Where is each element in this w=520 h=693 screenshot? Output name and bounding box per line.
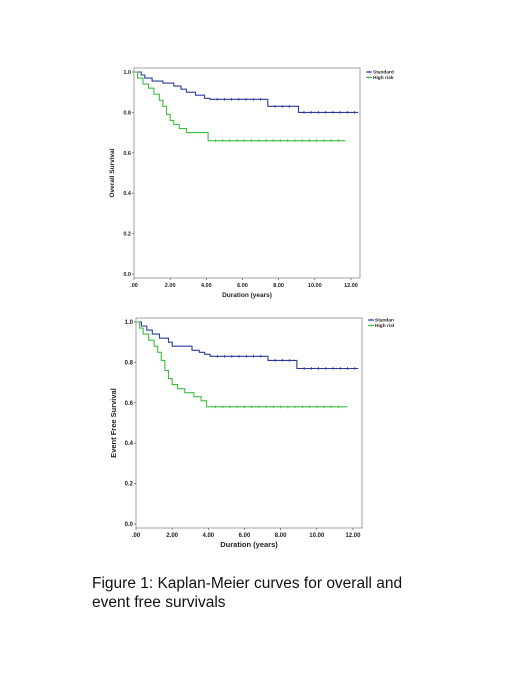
overall-survival-chart: 0.0 0.2 0.4 0.6 0.8 1.0 .00 2.00 4.00 6.00 8.00 10.… [109, 67, 394, 299]
caption-line-2: event free survivals [92, 594, 226, 611]
y-tick-label: 0.4 [125, 441, 134, 447]
y-tick-label: 0.2 [123, 232, 131, 238]
x-tick-label: 10.00 [308, 283, 322, 289]
y-tick-label: 0.2 [125, 482, 134, 488]
figure-caption: Figure 1: Kaplan-Meier curves for overal… [92, 574, 452, 612]
y-tick-label: 1.0 [125, 320, 134, 326]
y-tick-label: 0.8 [125, 360, 134, 366]
x-tick-label: 12.00 [344, 283, 358, 289]
y-tick-label: 0.4 [123, 191, 132, 197]
x-tick-label: 8.00 [275, 533, 287, 539]
x-tick-label: 6.00 [239, 533, 251, 539]
series-line-standard-risk [136, 321, 359, 370]
x-tick-label: 6.00 [237, 283, 248, 289]
series-line-high-risk [136, 321, 348, 408]
y-axis-label: Event Free Survival [109, 388, 118, 458]
x-axis-label: Duration (years) [220, 540, 278, 549]
legend-label: Standard risk [375, 318, 394, 324]
x-tick-label: 4.00 [202, 533, 214, 539]
legend-label: High risk [373, 75, 394, 81]
y-tick-label: 0.6 [123, 151, 131, 157]
caption-line-1: Figure 1: Kaplan-Meier curves for overal… [92, 575, 403, 592]
y-axis-label: Overall Survival [109, 148, 116, 197]
y-tick-label: 0.0 [123, 272, 131, 278]
x-tick-label: 8.00 [273, 283, 284, 289]
y-tick-label: 0.6 [125, 401, 134, 407]
legend-label: High risk [375, 323, 394, 329]
x-axis-label: Duration (years) [222, 292, 272, 299]
plot-frame [133, 67, 361, 279]
x-tick-label: 10.00 [309, 533, 325, 539]
y-tick-label: 0.8 [123, 110, 131, 116]
series-line-standard-risk [134, 71, 359, 113]
x-tick-label: 2.00 [165, 283, 176, 289]
plot-frame [135, 317, 363, 529]
x-tick-label: 2.00 [166, 533, 178, 539]
y-tick-label: 1.0 [123, 70, 131, 76]
x-tick-label: .00 [130, 283, 138, 289]
x-tick-label: 12.00 [345, 533, 361, 539]
event-free-survival-chart: 0.0 0.2 0.4 0.6 0.8 1.0 .00 2.00 4.00 6.00 8.00 10.… [109, 317, 394, 549]
y-tick-label: 0.0 [125, 522, 134, 528]
x-tick-label: .00 [132, 533, 141, 539]
x-tick-label: 4.00 [201, 283, 212, 289]
legend-label: Standard risk [373, 70, 394, 76]
series-line-high-risk [134, 71, 346, 142]
